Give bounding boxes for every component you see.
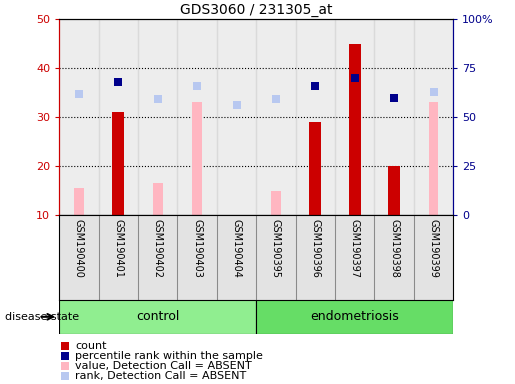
Bar [256,300,453,334]
Text: GSM190399: GSM190399 [428,219,438,278]
Bar [138,19,177,215]
Bar [192,103,202,215]
Bar [153,183,163,215]
Text: control: control [136,310,179,323]
Text: disease state: disease state [5,312,79,322]
Text: GSM190404: GSM190404 [232,219,242,278]
Bar [138,215,177,300]
Text: count: count [75,341,107,351]
Text: GSM190396: GSM190396 [311,219,320,278]
Bar [335,19,374,215]
Bar [256,215,296,300]
Bar [99,215,138,300]
Bar [414,215,453,300]
Bar [112,112,124,215]
Text: value, Detection Call = ABSENT: value, Detection Call = ABSENT [75,361,252,371]
Text: rank, Detection Call = ABSENT: rank, Detection Call = ABSENT [75,371,246,381]
Bar [177,215,217,300]
Bar [59,300,256,334]
Bar [414,19,453,215]
Bar [428,103,438,215]
Text: percentile rank within the sample: percentile rank within the sample [75,351,263,361]
Text: GSM190397: GSM190397 [350,219,359,278]
Bar [217,215,256,300]
Text: GSM190401: GSM190401 [113,219,123,278]
Bar [271,190,281,215]
Text: GSM190400: GSM190400 [74,219,84,278]
Bar [177,19,217,215]
Text: GSM190395: GSM190395 [271,219,281,278]
Bar [349,44,360,215]
Bar [74,188,84,215]
Bar [374,215,414,300]
Text: endometriosis: endometriosis [311,310,399,323]
Bar [296,215,335,300]
Title: GDS3060 / 231305_at: GDS3060 / 231305_at [180,3,333,17]
Bar [256,19,296,215]
Text: GSM190398: GSM190398 [389,219,399,278]
Text: GSM190403: GSM190403 [192,219,202,278]
Bar [388,166,400,215]
Bar [98,19,138,215]
Bar [310,122,321,215]
Bar [335,215,374,300]
Bar [296,19,335,215]
Bar [374,19,414,215]
Bar [217,19,256,215]
Bar [59,215,99,300]
Text: GSM190402: GSM190402 [153,219,163,278]
Bar [59,19,98,215]
